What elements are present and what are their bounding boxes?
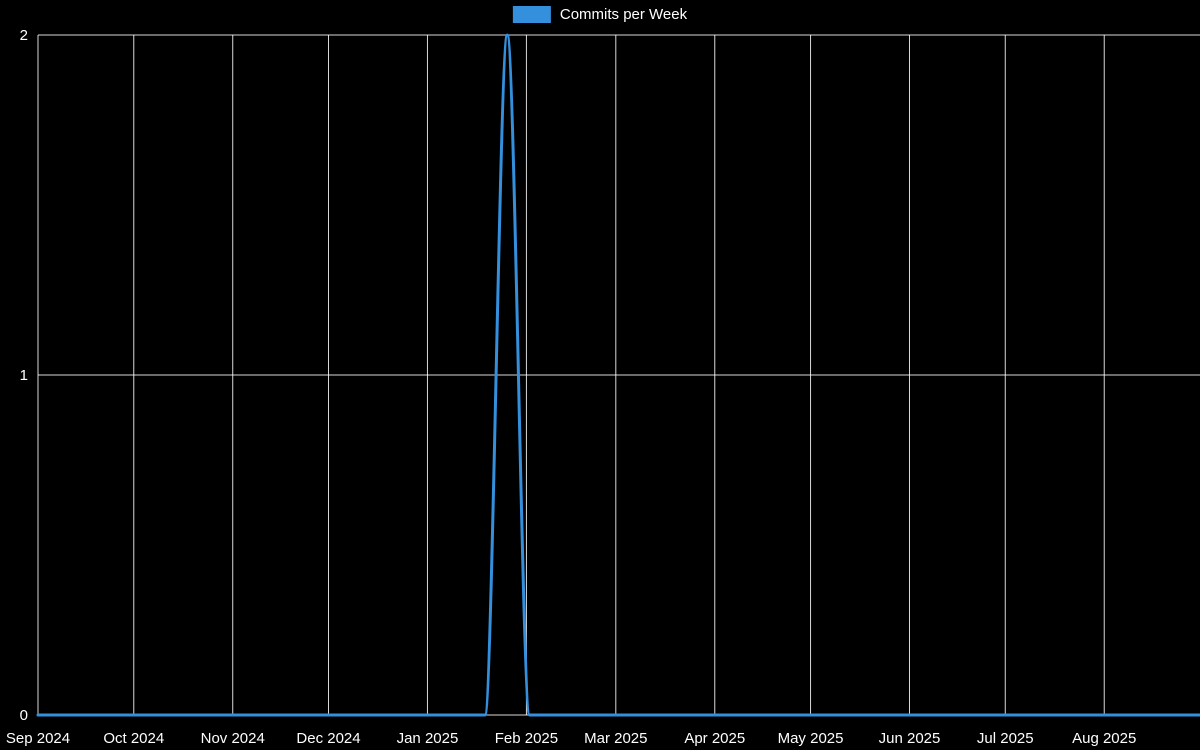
x-tick-label: Jun 2025 (879, 730, 941, 747)
legend-label: Commits per Week (559, 6, 688, 23)
x-tick-label: Nov 2024 (201, 730, 265, 747)
y-tick-label: 0 (20, 707, 28, 724)
x-tick-label: Oct 2024 (103, 730, 164, 747)
x-tick-label: Dec 2024 (296, 730, 360, 747)
commits-line (36, 33, 1200, 717)
x-tick-label: Jan 2025 (397, 730, 459, 747)
legend-swatch-icon (512, 6, 551, 23)
x-tick-label: Mar 2025 (584, 730, 647, 747)
x-tick-label: Jul 2025 (977, 730, 1034, 747)
y-tick-label: 2 (20, 27, 28, 44)
x-tick-label: Aug 2025 (1072, 730, 1136, 747)
x-tick-label: Sep 2024 (6, 730, 70, 747)
y-tick-label: 1 (20, 367, 28, 384)
x-tick-label: Apr 2025 (684, 730, 745, 747)
x-tick-label: Feb 2025 (495, 730, 558, 747)
x-tick-label: May 2025 (778, 730, 844, 747)
chart-legend[interactable]: Commits per Week (512, 6, 688, 23)
